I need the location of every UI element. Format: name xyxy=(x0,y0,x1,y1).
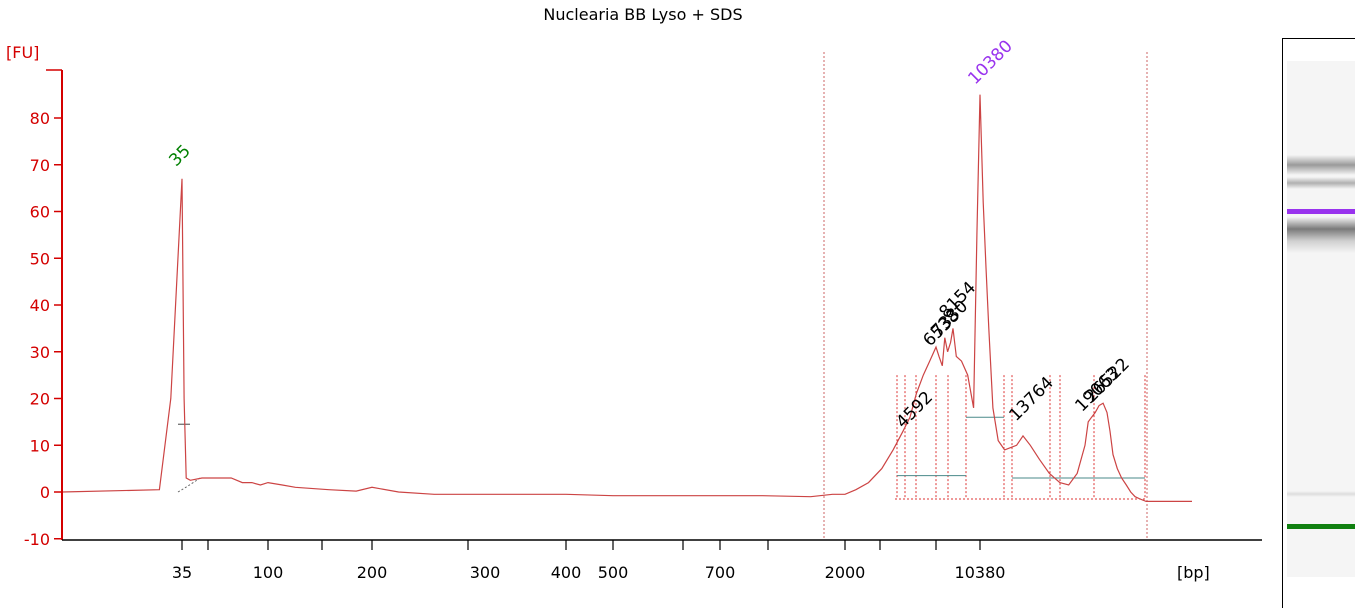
y-tick-label: 10 xyxy=(30,436,50,455)
gel-band xyxy=(1287,491,1355,497)
y-tick-label: 20 xyxy=(30,390,50,409)
axes: -10 0 10 20 30 40 50 60 70 80 35 100 200 300 400 500 700… xyxy=(24,69,1262,582)
x-tick-label: 700 xyxy=(705,563,736,582)
y-axis-label: [FU] xyxy=(6,43,39,62)
gel-band xyxy=(1287,155,1355,175)
y-tick-label: 40 xyxy=(30,296,50,315)
y-tick-label: 80 xyxy=(30,109,50,128)
y-tick-label: 0 xyxy=(40,483,50,502)
peak-label: 10380 xyxy=(964,36,1016,88)
x-tick-label: 10380 xyxy=(955,563,1006,582)
data-series-line xyxy=(61,94,1192,502)
upper-marker-band xyxy=(1287,209,1355,214)
y-tick-label: -10 xyxy=(24,530,50,549)
gel-lane-background xyxy=(1287,61,1355,577)
lower-marker-band xyxy=(1287,524,1355,529)
peak-label: 4592 xyxy=(892,388,937,433)
x-tick-label: 300 xyxy=(470,563,501,582)
y-tick-label: 30 xyxy=(30,343,50,362)
x-tick-label: 500 xyxy=(598,563,629,582)
y-tick-label: 60 xyxy=(30,203,50,222)
x-tick-label: 100 xyxy=(253,563,284,582)
x-tick-label: 35 xyxy=(172,563,192,582)
peak-baseline xyxy=(177,477,201,493)
y-tick-label: 70 xyxy=(30,156,50,175)
gel-band xyxy=(1287,217,1355,253)
trace-group xyxy=(61,94,1192,502)
x-tick-label: 2000 xyxy=(825,563,866,582)
chart-title: Nuclearia BB Lyso + SDS xyxy=(543,5,742,24)
guide-lines xyxy=(823,52,1148,538)
x-tick-label: 400 xyxy=(551,563,582,582)
gel-lane xyxy=(1282,38,1355,608)
electropherogram-chart: -10 0 10 20 30 40 50 60 70 80 35 100 200 300 400 500 700… xyxy=(6,5,1262,582)
peak-label: 26522 xyxy=(1081,354,1133,406)
peak-segments xyxy=(177,375,1146,500)
y-tick-label: 50 xyxy=(30,249,50,268)
x-axis-label: [bp] xyxy=(1177,563,1210,582)
peak-label: 35 xyxy=(165,141,194,170)
gel-band xyxy=(1287,177,1355,189)
x-tick-label: 200 xyxy=(357,563,388,582)
